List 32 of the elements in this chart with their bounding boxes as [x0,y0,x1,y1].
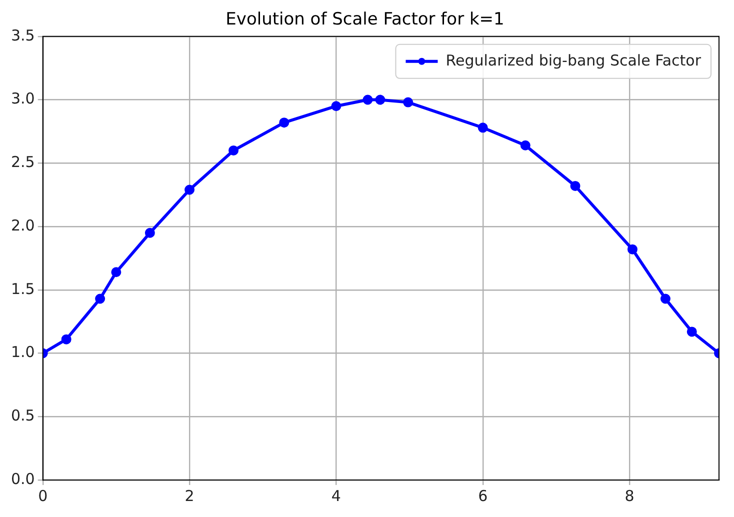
x-tick-label: 0 [38,486,48,505]
point [144,228,155,238]
x-tick-label: 8 [624,486,634,505]
legend-label: Regularized big-bang Scale Factor [446,51,702,70]
point [627,244,638,254]
point [61,334,72,344]
x-tick-label: 4 [331,486,341,505]
chart-title: Evolution of Scale Factor for k=1 [226,10,504,30]
y-tick-label: 2.0 [10,216,35,234]
point [478,122,488,133]
point [331,101,342,112]
y-tick-label: 2.5 [10,153,35,172]
point [660,294,670,304]
point [279,118,290,128]
x-tick-label: 6 [478,486,488,505]
point [184,184,195,195]
point [228,145,239,156]
y-tick-label: 3.0 [10,90,35,108]
point [375,94,386,105]
y-tick-label: 1.5 [10,280,35,298]
x-tick-label: 2 [184,486,194,505]
point [520,140,530,150]
y-tick-label: 3.5 [10,26,35,44]
point [403,97,414,108]
point [95,294,106,304]
y-tick-label: 1.0 [10,343,35,362]
point [686,326,697,337]
y-tick-label: 0.0 [10,470,35,488]
point [111,267,122,278]
point [362,94,373,105]
point [570,180,580,191]
y-tick-label: 0.5 [10,406,35,425]
